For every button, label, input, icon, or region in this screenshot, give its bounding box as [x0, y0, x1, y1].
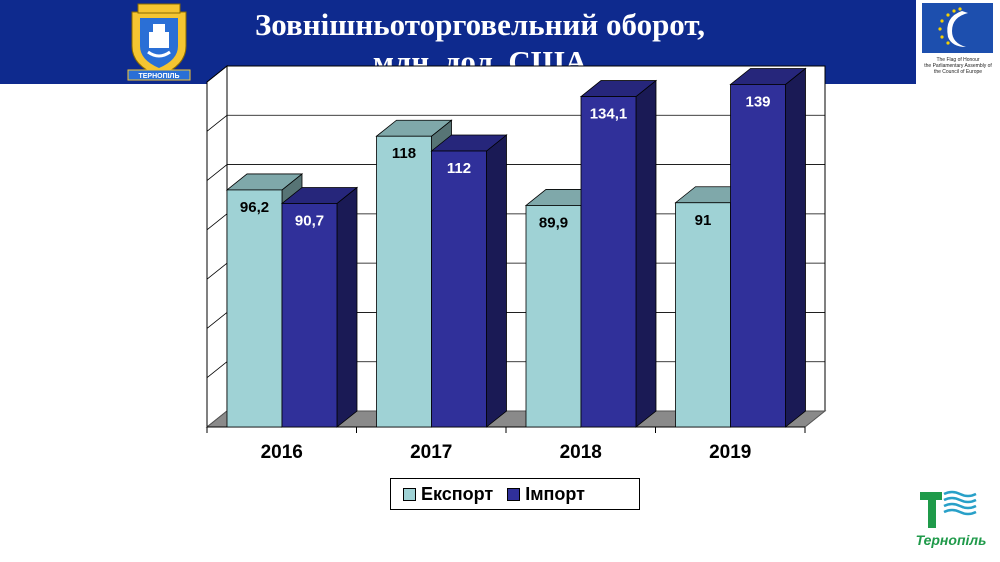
council-of-europe-badge: The Flag of Honour the Parliamentary Ass…: [916, 0, 1000, 84]
data-label-2019-export: 91: [695, 212, 712, 229]
bar-side-2019-import: [785, 67, 806, 428]
data-label-2018-import: 134,1: [590, 106, 628, 123]
bar-2019-import: [730, 84, 786, 428]
data-label-2016-export: 96,2: [240, 199, 269, 216]
bar-side-2016-import: [336, 186, 358, 428]
data-label-2019-import: 139: [745, 93, 770, 110]
gridline-side: [206, 114, 228, 132]
x-tick-label-2017: 2017: [410, 442, 452, 463]
bar-2018-export: [525, 205, 582, 428]
gridline-side: [206, 312, 228, 329]
bar-2016-import: [281, 203, 338, 428]
bar-side-2017-import: [486, 134, 507, 428]
legend-item-import: Імпорт: [507, 484, 585, 505]
data-label-2017-import: 112: [447, 160, 471, 177]
page-title: Зовнішньоторговельний оборот, млн. дол. …: [200, 6, 760, 80]
legend-swatch-export: [403, 487, 416, 501]
bar-side-2018-import: [635, 79, 657, 428]
ternopil-t-logo-icon: [920, 490, 977, 528]
slide-header: ТЕРНОПІЛЬ Зовнішньоторговельний оборот, …: [0, 0, 1000, 84]
ternopil-logo-text: Тернопіль: [915, 532, 987, 548]
bar-2018-import: [580, 96, 637, 428]
bar-2017-export: [376, 135, 432, 428]
gridline-side: [206, 213, 228, 231]
gridline-side: [206, 361, 228, 379]
data-label-2017-export: 118: [392, 145, 416, 162]
council-of-europe-caption: The Flag of Honour the Parliamentary Ass…: [916, 57, 1000, 75]
caption-line-2: the Parliamentary Assembly of: [924, 63, 992, 69]
bar-2019-export: [675, 202, 731, 428]
coat-of-arms-label: ТЕРНОПІЛЬ: [138, 73, 179, 80]
legend-label-export: Експорт: [421, 483, 494, 504]
chart-side-wall: [206, 64, 228, 429]
x-tick-label-2016: 2016: [261, 442, 303, 463]
gridline-side: [206, 164, 228, 181]
x-tick-label-2018: 2018: [560, 442, 602, 463]
legend-item-export: Експорт: [403, 484, 493, 505]
legend-swatch-import: [507, 487, 521, 501]
gridline-side: [206, 262, 228, 280]
caption-line-3: the Council of Europe: [933, 69, 983, 75]
bar-2017-import: [431, 150, 487, 428]
caption-line-1: The Flag of Honour: [936, 57, 980, 63]
gridline-side: [206, 65, 228, 83]
ternopil-logo: Тернопіль: [908, 488, 994, 554]
bar-2016-export: [226, 189, 283, 428]
legend-label-import: Імпорт: [525, 483, 585, 504]
chart-legend: Експорт Імпорт: [390, 478, 640, 510]
x-tick-label-2019: 2019: [709, 442, 751, 463]
title-line-1: Зовнішньоторговельний оборот,: [254, 7, 706, 42]
coat-of-arms-icon: ТЕРНОПІЛЬ: [127, 3, 191, 81]
data-label-2016-import: 90,7: [295, 212, 324, 229]
council-of-europe-flag-icon: [922, 3, 993, 53]
data-label-2018-export: 89,9: [539, 214, 568, 231]
